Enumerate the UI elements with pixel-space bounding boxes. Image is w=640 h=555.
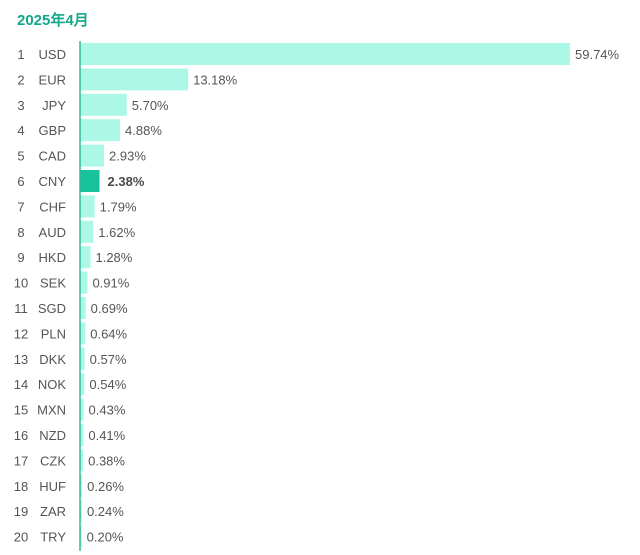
value-label: 0.41% — [88, 428, 125, 443]
rank-label: 5 — [17, 149, 24, 164]
currency-label: CAD — [39, 149, 66, 164]
rank-label: 15 — [14, 403, 28, 418]
value-label: 1.28% — [95, 250, 132, 265]
currency-label: USD — [39, 47, 66, 62]
currency-label: MXN — [37, 403, 66, 418]
rank-label: 14 — [14, 377, 28, 392]
currency-label: EUR — [39, 72, 66, 87]
rank-label: 13 — [14, 352, 28, 367]
value-label: 0.43% — [89, 403, 126, 418]
bar — [80, 220, 94, 243]
bar-highlight — [80, 170, 100, 192]
bar — [80, 398, 84, 421]
value-label: 0.24% — [87, 504, 124, 519]
value-label: 5.70% — [132, 98, 169, 113]
rank-label: 16 — [14, 428, 28, 443]
rank-label: 18 — [14, 479, 28, 494]
currency-label: CHF — [39, 199, 66, 214]
rank-label: 8 — [17, 225, 24, 240]
value-label: 0.91% — [92, 276, 129, 291]
bar — [80, 449, 84, 472]
value-label: 13.18% — [193, 72, 238, 87]
rank-label: 2 — [17, 72, 24, 87]
value-label: 0.26% — [87, 479, 124, 494]
bar — [80, 93, 127, 116]
currency-label: CZK — [40, 453, 66, 468]
currency-label: JPY — [42, 98, 66, 113]
rank-label: 20 — [14, 530, 28, 545]
rank-label: 3 — [17, 98, 24, 113]
value-label: 0.54% — [89, 377, 126, 392]
currency-label: ZAR — [40, 504, 66, 519]
currency-label: SGD — [38, 301, 66, 316]
rank-label: 6 — [17, 174, 24, 189]
bar — [80, 195, 95, 218]
value-label: 4.88% — [125, 123, 162, 138]
currency-label: CNY — [39, 174, 67, 189]
bar — [80, 43, 570, 65]
currency-label: PLN — [41, 326, 66, 341]
bar — [80, 246, 91, 269]
value-label: 1.62% — [98, 225, 135, 240]
rank-label: 10 — [14, 276, 28, 291]
bar — [80, 525, 82, 548]
currency-label: HKD — [39, 250, 66, 265]
rank-label: 7 — [17, 199, 24, 214]
rank-label: 11 — [14, 301, 28, 316]
rank-label: 4 — [17, 123, 24, 138]
value-label: 1.79% — [100, 199, 137, 214]
chart-title: 2025年4月 — [17, 12, 89, 29]
bar — [80, 424, 84, 446]
currency-label: DKK — [39, 352, 66, 367]
currency-label: AUD — [39, 225, 66, 240]
value-label: 0.69% — [91, 301, 128, 316]
bar — [80, 271, 88, 294]
rank-label: 17 — [14, 453, 28, 468]
value-label: 0.38% — [88, 453, 125, 468]
currency-label: SEK — [40, 276, 66, 291]
bar — [80, 474, 83, 497]
currency-label: GBP — [39, 123, 66, 138]
bar — [80, 297, 86, 319]
currency-label: HUF — [39, 479, 66, 494]
value-label: 0.57% — [90, 352, 127, 367]
bar — [80, 144, 105, 167]
rank-label: 12 — [14, 326, 28, 341]
bar — [80, 500, 82, 523]
bar — [80, 373, 85, 396]
currency-label: TRY — [40, 530, 66, 545]
bar — [80, 347, 85, 370]
bar — [80, 68, 189, 91]
value-label: 0.20% — [87, 530, 124, 545]
value-label: 59.74% — [575, 47, 620, 62]
value-label: 2.38% — [108, 174, 145, 189]
value-label: 2.93% — [109, 149, 146, 164]
rank-label: 9 — [17, 250, 24, 265]
bar — [80, 322, 86, 345]
rank-label: 19 — [14, 504, 28, 519]
bar — [80, 119, 121, 142]
rank-label: 1 — [17, 47, 24, 62]
currency-label: NZD — [39, 428, 66, 443]
value-label: 0.64% — [90, 326, 127, 341]
currency-label: NOK — [38, 377, 67, 392]
